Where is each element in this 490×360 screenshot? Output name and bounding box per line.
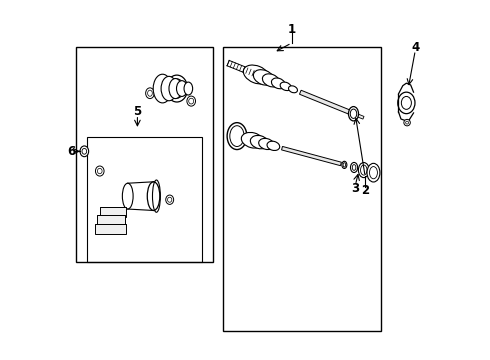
Polygon shape [282,147,342,166]
Ellipse shape [289,86,297,93]
Text: 3: 3 [351,182,359,195]
Ellipse shape [184,82,193,95]
Ellipse shape [280,82,291,91]
Ellipse shape [404,120,410,126]
Bar [97,215,125,225]
Polygon shape [353,112,364,119]
Ellipse shape [227,123,247,149]
Bar [100,207,125,217]
Ellipse shape [146,88,154,99]
Ellipse shape [342,161,347,168]
Ellipse shape [271,78,285,89]
Ellipse shape [241,132,264,148]
Ellipse shape [80,146,89,157]
Ellipse shape [367,163,380,182]
Bar [76,47,213,262]
Ellipse shape [147,182,160,211]
Text: 2: 2 [361,184,369,197]
Ellipse shape [398,92,415,114]
Ellipse shape [350,162,358,172]
Text: 5: 5 [133,105,142,118]
Ellipse shape [259,138,274,149]
Ellipse shape [250,135,269,149]
Ellipse shape [96,166,104,176]
Ellipse shape [166,75,188,102]
Ellipse shape [166,195,173,204]
Text: 6: 6 [67,145,75,158]
Ellipse shape [253,70,274,85]
Ellipse shape [161,76,177,101]
Ellipse shape [176,81,187,96]
Ellipse shape [244,65,270,84]
Text: 1: 1 [288,23,295,36]
Ellipse shape [263,74,280,87]
Ellipse shape [169,78,182,99]
Ellipse shape [348,107,359,121]
Ellipse shape [187,96,196,106]
Ellipse shape [358,163,369,177]
Polygon shape [299,90,351,114]
Ellipse shape [267,141,280,150]
Bar [95,224,125,234]
Ellipse shape [153,74,172,103]
Text: 4: 4 [411,41,419,54]
Bar [87,137,202,262]
Bar [223,47,381,330]
